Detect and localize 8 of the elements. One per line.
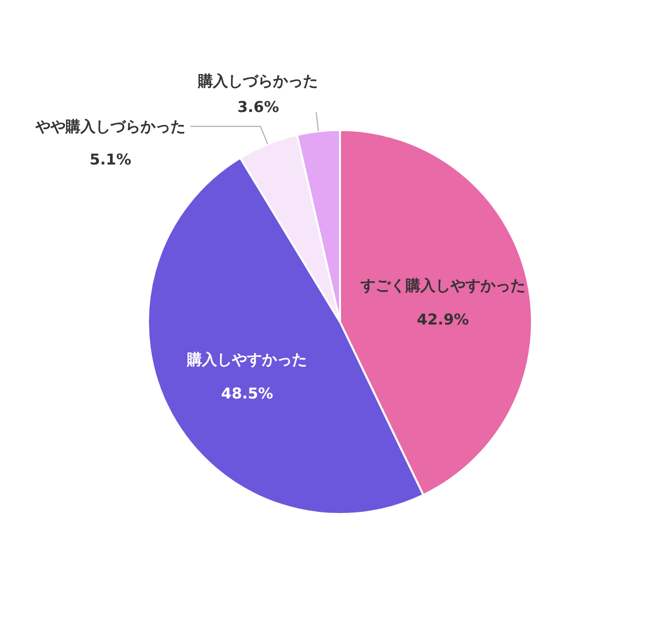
data-label: 42.9% [416,310,469,328]
slice-label: やや購入しづらかった [34,117,186,136]
data-label: 3.6% [237,98,279,116]
data-label: 48.5% [221,384,274,402]
slice-label: すごく購入しやすかった [359,276,526,294]
data-label: 5.1% [90,150,132,168]
slice-label: 購入しやすかった [186,350,308,368]
slice-label: 購入しづらかった [197,72,318,90]
